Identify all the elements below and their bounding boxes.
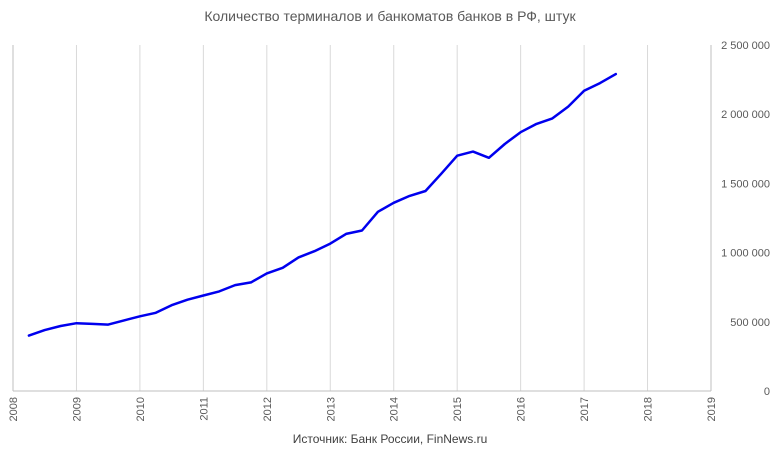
y-tick-label: 500 000 (730, 317, 770, 329)
y-tick-label: 2 000 000 (721, 109, 770, 121)
y-tick-label: 1 500 000 (721, 178, 770, 190)
x-tick-label: 2017 (579, 397, 591, 421)
series-line-0 (27, 72, 618, 337)
x-tick-label: 2010 (135, 397, 147, 421)
y-tick-label: 2 500 000 (721, 40, 770, 52)
x-tick-label: 2014 (389, 397, 401, 421)
chart-title: Количество терминалов и банкоматов банко… (204, 8, 576, 24)
x-tick-label: 2013 (325, 397, 337, 421)
x-tick-labels: 2008 2009 2010 2011 2012 2013 2014 2015 2016 2017… (8, 397, 718, 421)
axes (12, 45, 712, 392)
x-tick-label: 2018 (643, 397, 655, 421)
grid-lines (75, 45, 712, 391)
y-tick-labels: 0 500 000 1 000 000 1 500 000 2 000 000 2 500… (721, 40, 770, 398)
x-tick-label: 2019 (706, 397, 718, 421)
series-layer (27, 72, 618, 337)
x-tick-label: 2009 (71, 397, 83, 421)
x-tick-label: 2015 (452, 397, 464, 421)
x-tick-label: 2008 (8, 397, 20, 421)
chart-source: Источник: Банк России, FinNews.ru (292, 432, 488, 446)
y-tick-label: 0 (764, 386, 770, 398)
x-tick-label: 2012 (262, 397, 274, 421)
y-tick-label: 1 000 000 (721, 248, 770, 260)
x-tick-label: 2016 (516, 397, 528, 421)
x-tick-label: 2011 (198, 397, 210, 421)
